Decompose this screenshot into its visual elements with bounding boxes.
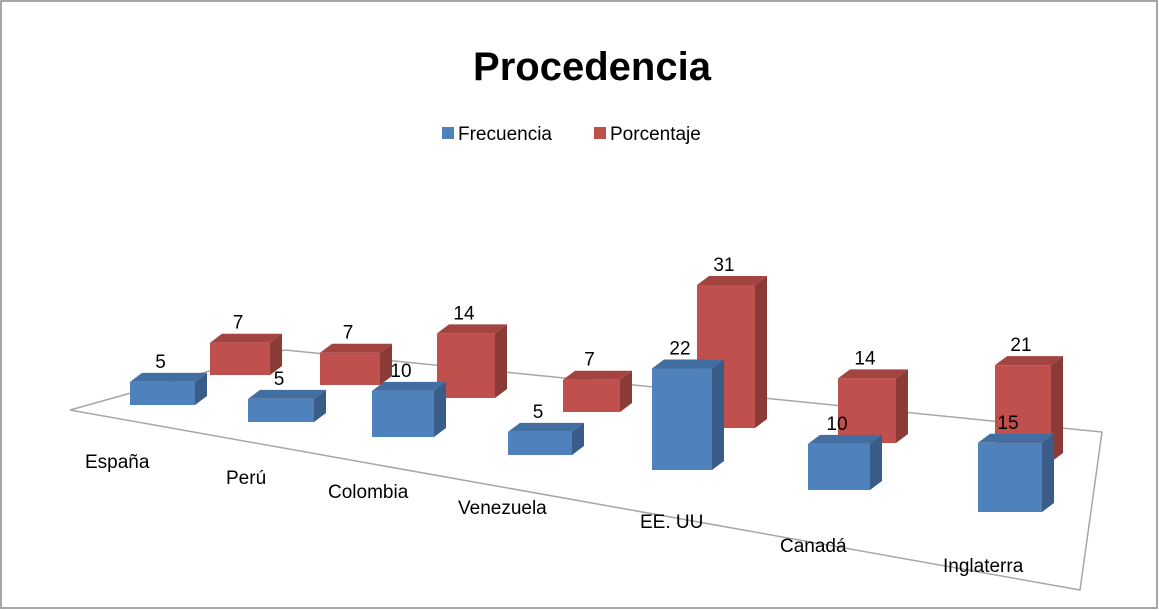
bar-face bbox=[838, 369, 908, 379]
bar-face bbox=[495, 324, 507, 398]
chart-title: Procedencia bbox=[473, 45, 712, 89]
bar-face bbox=[652, 359, 724, 369]
data-label: 22 bbox=[669, 339, 690, 360]
x-tick-label: España bbox=[85, 452, 150, 473]
bar-face bbox=[130, 372, 207, 382]
bar-face bbox=[248, 398, 314, 422]
x-tick-label: Venezuela bbox=[458, 498, 547, 519]
bar-face bbox=[130, 381, 195, 405]
bar bbox=[508, 422, 584, 455]
bar-face bbox=[572, 422, 584, 455]
legend-label: Frecuencia bbox=[458, 124, 552, 145]
data-label: 15 bbox=[997, 413, 1018, 434]
bar-face bbox=[870, 434, 882, 490]
bar-face bbox=[620, 370, 632, 412]
bar-face bbox=[195, 372, 207, 405]
bar bbox=[652, 359, 724, 470]
legend-label: Porcentaje bbox=[610, 124, 701, 145]
bar-face bbox=[563, 370, 632, 380]
bar-face bbox=[978, 433, 1054, 443]
data-label: 7 bbox=[343, 323, 354, 344]
data-label: 10 bbox=[390, 361, 411, 382]
x-tick-label: EE. UU bbox=[640, 512, 703, 533]
bar-face bbox=[380, 343, 392, 385]
data-label: 7 bbox=[584, 350, 595, 371]
bar-face bbox=[320, 343, 392, 353]
data-label: 5 bbox=[155, 352, 166, 373]
data-label: 14 bbox=[854, 348, 876, 369]
bar-face bbox=[808, 434, 882, 444]
data-label: 21 bbox=[1010, 335, 1031, 356]
bar bbox=[372, 381, 446, 437]
x-tick-label: Perú bbox=[226, 468, 266, 489]
bar bbox=[248, 389, 326, 422]
data-label: 31 bbox=[713, 255, 734, 276]
bar bbox=[210, 333, 282, 375]
bar-face bbox=[652, 368, 712, 470]
bar-face bbox=[755, 276, 767, 428]
x-tick-label: Inglaterra bbox=[943, 556, 1024, 577]
bar-face bbox=[508, 431, 572, 455]
bar-face bbox=[434, 381, 446, 437]
bar-face bbox=[838, 378, 896, 443]
bar-face bbox=[437, 324, 507, 334]
bar-face bbox=[372, 390, 434, 437]
bar-face bbox=[320, 352, 380, 385]
bar-face bbox=[697, 276, 767, 285]
x-tick-label: Canadá bbox=[780, 536, 847, 557]
bar-face bbox=[978, 442, 1042, 512]
bar-face bbox=[995, 356, 1063, 366]
bar bbox=[563, 370, 632, 412]
legend-swatch bbox=[442, 127, 454, 139]
bar bbox=[320, 343, 392, 385]
x-tick-label: Colombia bbox=[328, 482, 409, 503]
legend-swatch bbox=[594, 127, 606, 139]
bar bbox=[808, 434, 882, 490]
bar bbox=[978, 433, 1054, 512]
bar-face bbox=[712, 359, 724, 470]
bar-face bbox=[210, 333, 282, 343]
bar bbox=[437, 324, 507, 398]
data-label: 10 bbox=[826, 414, 847, 435]
data-label: 7 bbox=[233, 313, 244, 334]
data-label: 5 bbox=[274, 369, 285, 390]
bar bbox=[838, 369, 908, 443]
data-label: 5 bbox=[533, 402, 544, 423]
bar bbox=[130, 372, 207, 405]
bar-face bbox=[508, 422, 584, 432]
bar-face bbox=[372, 381, 446, 391]
bar-face bbox=[270, 333, 282, 375]
bar-face bbox=[314, 389, 326, 422]
bar-face bbox=[896, 369, 908, 443]
bar-face bbox=[563, 379, 620, 412]
bar-face bbox=[808, 443, 870, 490]
bar-face bbox=[437, 333, 495, 398]
bar-face bbox=[1042, 433, 1054, 512]
data-label: 14 bbox=[453, 303, 475, 324]
bar-face bbox=[210, 342, 270, 375]
bar-face bbox=[248, 389, 326, 399]
